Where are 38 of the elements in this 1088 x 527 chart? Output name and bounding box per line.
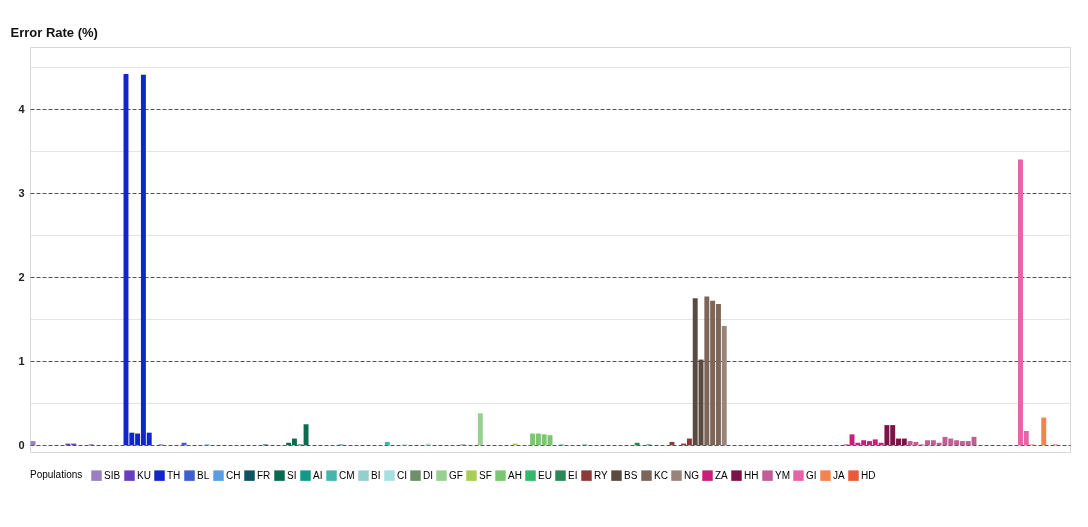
y-tick-label: 3	[18, 186, 25, 199]
legend-label: ZA	[715, 469, 729, 481]
bar	[477, 413, 483, 446]
y-tick-label: 2	[18, 270, 25, 283]
legend-label: YM	[775, 469, 790, 481]
legend-label: AI	[313, 469, 323, 481]
y-axis-title: Error Rate (%)	[10, 24, 98, 40]
legend-label: GF	[449, 469, 463, 481]
legend-label: GI	[806, 469, 817, 481]
legend-label: TH	[167, 469, 181, 481]
legend-label: CI	[397, 469, 407, 481]
y-tick-label: 4	[18, 102, 26, 115]
legend-label: AH	[508, 469, 522, 481]
legend-label: HH	[744, 469, 759, 481]
y-tick-label: 1	[18, 354, 25, 367]
legend-label: KC	[654, 469, 668, 481]
legend-label: CM	[339, 469, 355, 481]
legend-label: DI	[423, 469, 433, 481]
bar	[30, 441, 36, 446]
legend-label: NG	[684, 469, 700, 481]
legend-label: KU	[137, 469, 151, 481]
legend-label: SF	[479, 469, 492, 481]
bar	[721, 325, 727, 446]
y-tick-label: 0	[18, 438, 25, 451]
bar	[1041, 417, 1047, 446]
legend-label: BI	[371, 469, 381, 481]
legend-label: HD	[861, 469, 876, 481]
legend-label: BL	[197, 469, 210, 481]
legend-label: CH	[226, 469, 241, 481]
legend-label: JA	[833, 469, 845, 481]
legend-title: Populations	[30, 469, 83, 480]
legend-label: EI	[568, 469, 578, 481]
legend-label: SI	[287, 469, 297, 481]
legend-label: RY	[594, 469, 609, 481]
legend-label: SIB	[104, 469, 121, 481]
legend-label: FR	[257, 469, 271, 481]
legend-label: EU	[538, 469, 552, 481]
legend-label: BS	[624, 469, 638, 481]
